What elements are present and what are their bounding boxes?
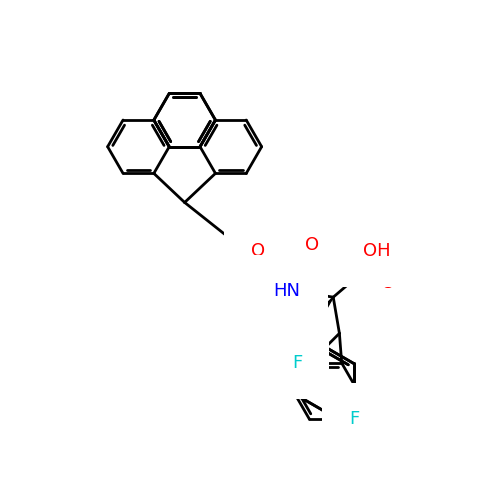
Text: F: F xyxy=(292,354,302,372)
Text: O: O xyxy=(306,236,320,254)
Text: HN: HN xyxy=(274,282,300,300)
Text: O: O xyxy=(381,274,395,292)
Text: F: F xyxy=(349,410,359,428)
Polygon shape xyxy=(310,297,333,324)
Text: OH: OH xyxy=(364,242,391,260)
Text: O: O xyxy=(252,242,266,260)
